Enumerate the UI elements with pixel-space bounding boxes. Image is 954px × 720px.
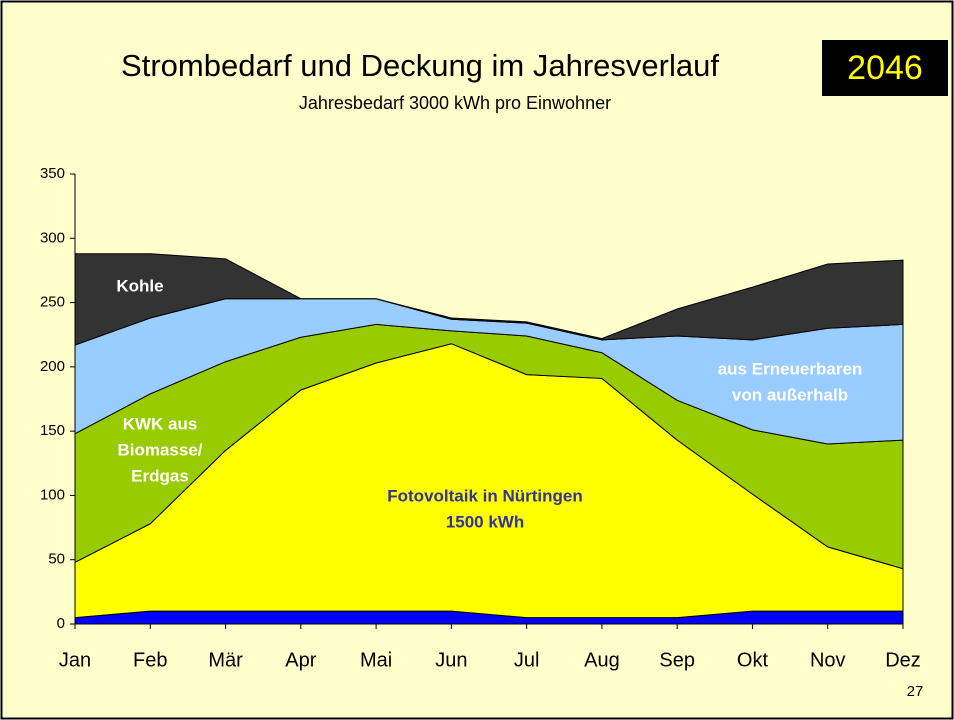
page-number: 27 — [907, 683, 924, 700]
x-tick-label: Okt — [737, 649, 769, 671]
x-tick-label: Nov — [810, 649, 846, 671]
x-tick-label: Feb — [133, 649, 167, 671]
y-tick-label: 300 — [40, 229, 65, 246]
year-badge: 2046 — [847, 49, 923, 87]
y-tick-label: 100 — [40, 486, 65, 503]
area-label: KWK aus — [123, 414, 198, 433]
area-label: von außerhalb — [732, 385, 848, 404]
x-tick-label: Mai — [360, 649, 392, 671]
chart-title: Strombedarf und Deckung im Jahresverlauf — [121, 48, 719, 83]
area-label: 1500 kWh — [446, 512, 524, 531]
x-tick-label: Aug — [584, 649, 620, 671]
x-tick-label: Jun — [435, 649, 467, 671]
chart-subtitle: Jahresbedarf 3000 kWh pro Einwohner — [299, 93, 611, 113]
area-label: Kohle — [116, 276, 163, 295]
x-tick-label: Mär — [208, 649, 243, 671]
x-tick-label: Jul — [514, 649, 540, 671]
y-tick-label: 250 — [40, 294, 65, 311]
y-tick-label: 150 — [40, 422, 65, 439]
y-tick-label: 50 — [48, 551, 65, 568]
x-tick-label: Dez — [885, 649, 921, 671]
area-label: Fotovoltaik in Nürtingen — [387, 486, 583, 505]
y-tick-label: 200 — [40, 358, 65, 375]
x-tick-label: Jan — [59, 649, 91, 671]
y-tick-label: 350 — [40, 165, 65, 182]
area-label: Erdgas — [131, 466, 189, 485]
y-tick-label: 0 — [57, 615, 65, 632]
area — [74, 253, 904, 346]
x-tick-label: Sep — [659, 649, 695, 671]
x-tick-label: Apr — [285, 649, 316, 671]
area-label: aus Erneuerbaren — [718, 359, 863, 378]
year-badge-box — [822, 40, 948, 96]
area-label: Biomasse/ — [117, 440, 202, 459]
